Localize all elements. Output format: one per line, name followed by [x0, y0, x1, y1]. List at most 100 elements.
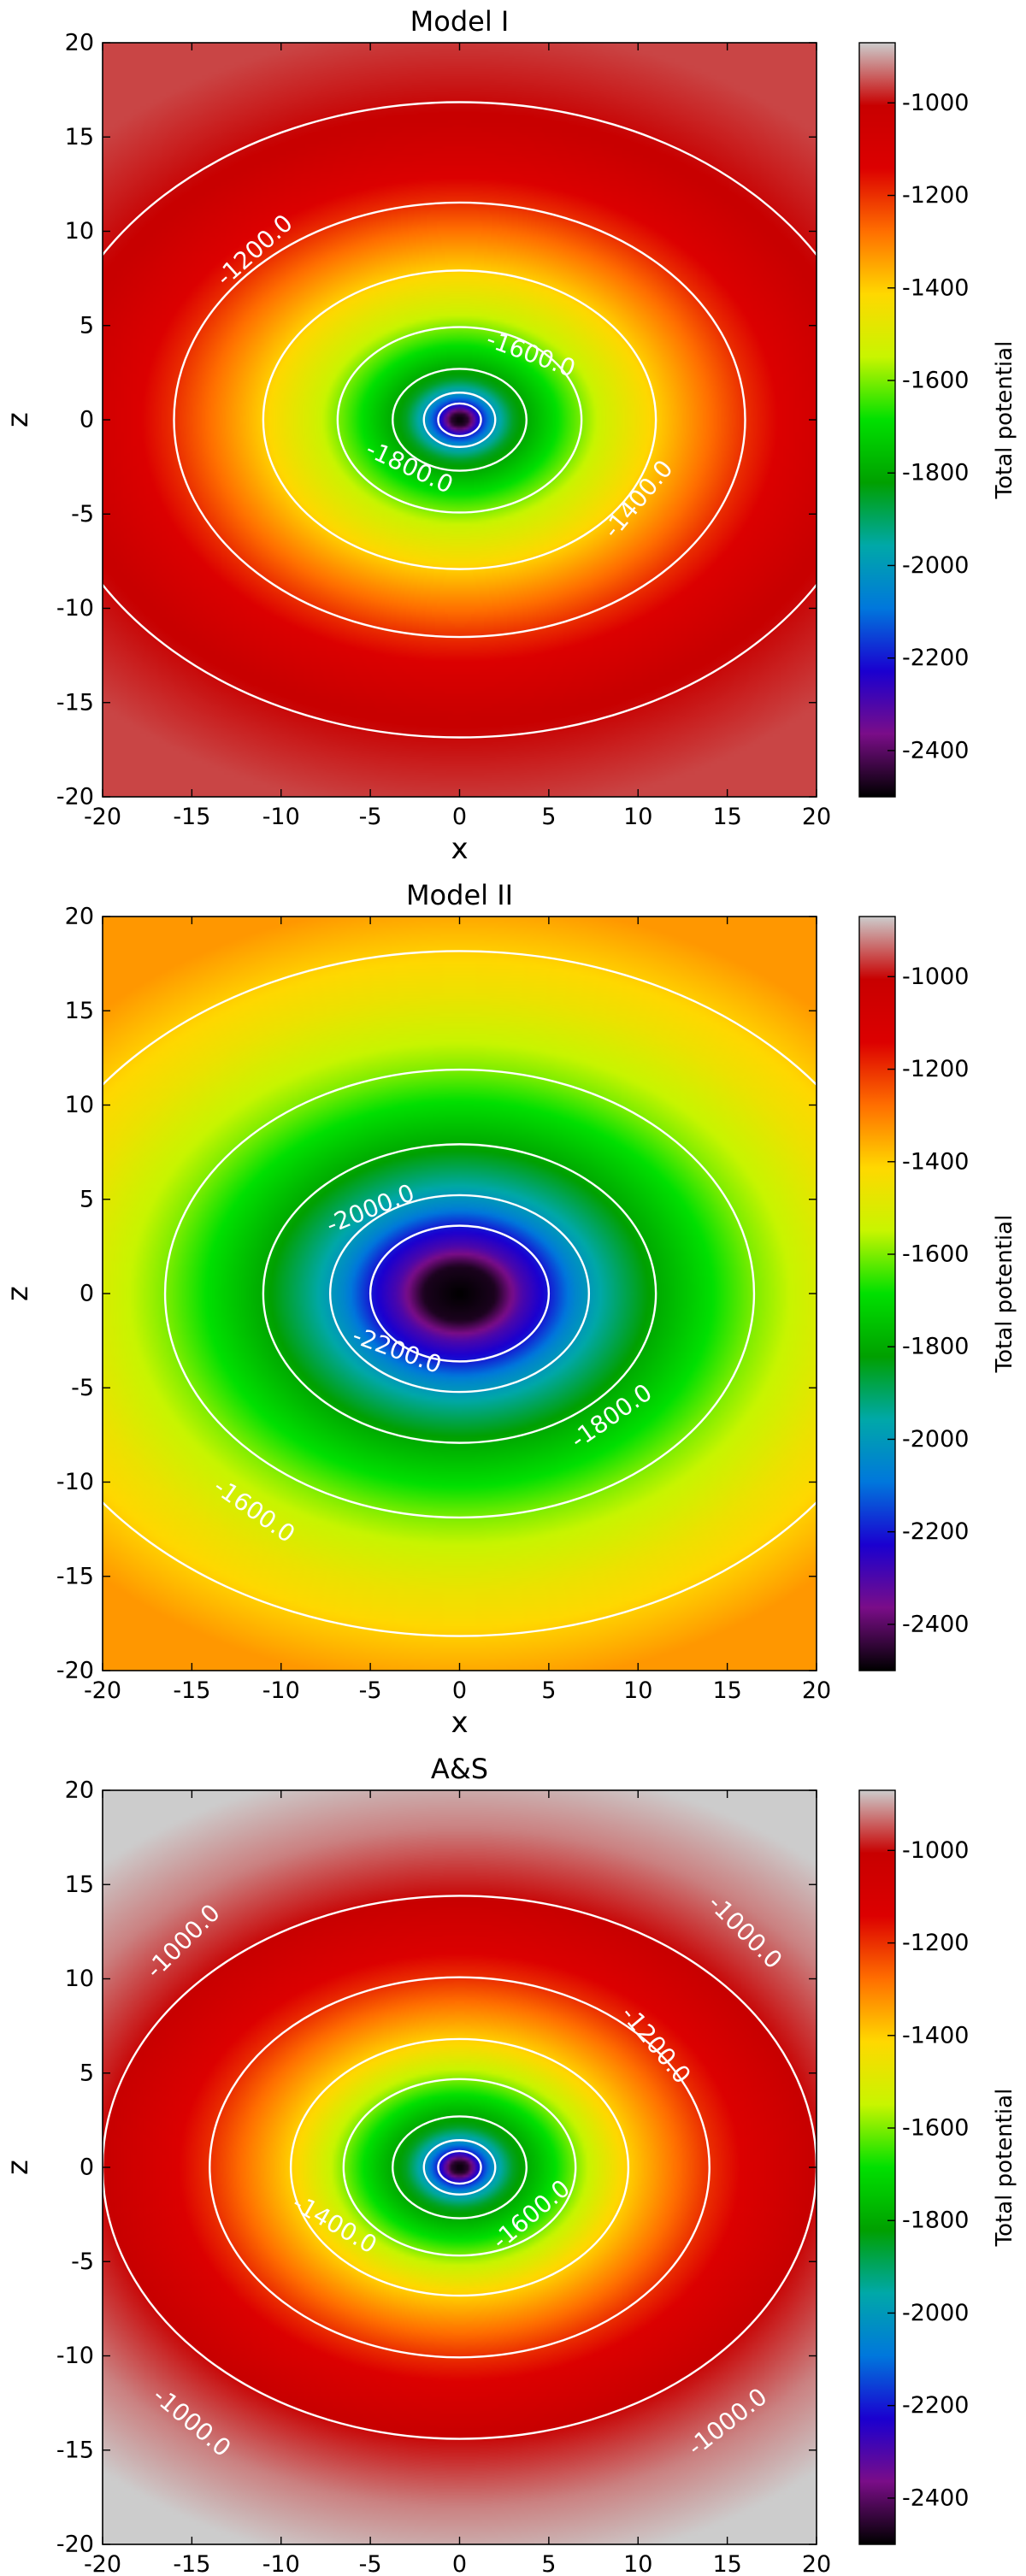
contour-line [328, 1194, 591, 1394]
chart-title: Model II [406, 879, 513, 911]
colorbar-tick-label: -2200 [902, 1518, 969, 1545]
contour-lines [103, 1895, 817, 2440]
colorbar-tick-label: -1400 [902, 2022, 969, 2048]
y-tick-label: -5 [71, 501, 94, 528]
contour-lines [103, 101, 817, 739]
colorbar-tick-label: -1200 [902, 1056, 969, 1082]
colorbar-gradient [858, 1789, 896, 2545]
y-tick-label: -15 [56, 2437, 94, 2463]
y-tick-label: 5 [80, 312, 94, 339]
y-tick-label: -5 [71, 1375, 94, 1401]
x-tick-label: -20 [84, 2551, 121, 2576]
x-tick-label: -5 [359, 1677, 382, 1704]
x-tick-label: -5 [359, 804, 382, 830]
y-tick-label: -15 [56, 1563, 94, 1589]
colorbar-tick-label: -2000 [902, 2300, 969, 2326]
contour-line [437, 2149, 482, 2185]
colorbar-tick-label: -1200 [902, 182, 969, 209]
x-tick-label: 10 [623, 2551, 652, 2576]
x-tick-label: 15 [712, 2551, 741, 2576]
colorbar-tick-label: -1800 [902, 460, 969, 486]
colorbar: -1000 -1200 -1400 -1600 -1800 -2000 -2200 -2400… [858, 916, 1017, 1671]
chart-title: A&S [431, 1753, 488, 1785]
colorbar-gradient [858, 916, 896, 1671]
contour-line [103, 950, 817, 1637]
colorbar-tick-label: -2400 [902, 2485, 969, 2511]
colorbar-tick-label: -1400 [902, 274, 969, 301]
colorbar-tick-label: -2200 [902, 645, 969, 671]
contour-line [289, 2037, 630, 2297]
colorbar-tick-label: -2000 [902, 552, 969, 579]
x-tick-label: 0 [452, 1677, 467, 1704]
contour-line [422, 2139, 497, 2196]
y-tick-label: 0 [80, 1281, 94, 1307]
x-tick-label: -15 [173, 1677, 210, 1704]
x-tick-label: 10 [623, 1677, 652, 1704]
y-tick-label: -20 [56, 1658, 94, 1684]
axes: -20 -15 -10 -5 0 5 10 15 20 -20 -15 -10 -5 0 5 10 15 20 [56, 30, 831, 831]
y-tick-label: 0 [80, 407, 94, 433]
colorbar-tick-label: -1000 [902, 90, 969, 116]
contour-line [369, 1224, 551, 1363]
y-tick-label: 20 [65, 30, 94, 56]
colorbar-tick-label: -1600 [902, 2115, 969, 2142]
y-tick-label: 0 [80, 2155, 94, 2181]
colorbar-tick-label: -1000 [902, 964, 969, 990]
colorbar-tick-label: -1800 [902, 1334, 969, 1360]
x-tick-label: 0 [452, 2551, 467, 2576]
contour-line [103, 101, 817, 739]
y-tick-label: 5 [80, 1186, 94, 1212]
x-tick-label: 20 [802, 1677, 831, 1704]
colorbar: -1000 -1200 -1400 -1600 -1800 -2000 -2200 -2400… [858, 42, 1017, 798]
panel-2: -2000.0-2200.0-1800.0-1600.0-20 -15 -10 -5 0… [1, 879, 1017, 1740]
y-tick-label: 10 [65, 218, 94, 245]
y-tick-label: -10 [56, 595, 94, 622]
colorbar-tick-label: -1200 [902, 1930, 969, 1956]
y-tick-label: 20 [65, 1777, 94, 1804]
y-axis-label: z [1, 2160, 35, 2175]
x-tick-label: 20 [802, 804, 831, 830]
colorbar-tick-label: -1400 [902, 1148, 969, 1175]
x-tick-label: 5 [541, 2551, 556, 2576]
x-tick-label: -10 [262, 1677, 300, 1704]
panel-1: -1200.0-1400.0-1600.0-1800.0-20 -15 -10 -5 0… [1, 5, 1017, 866]
chart-title: Model I [410, 5, 510, 38]
contour-line [262, 269, 657, 570]
x-axis-label: x [451, 832, 468, 866]
colorbar-tick-label: -2400 [902, 737, 969, 763]
colorbar-tick-label: -1600 [902, 368, 969, 394]
contour-line [422, 392, 497, 448]
x-tick-label: -10 [262, 804, 300, 830]
axes: -20 -15 -10 -5 0 5 10 15 20 -20 -15 -10 -5 0 5 10 15 20 [56, 1777, 831, 2576]
contour-line [173, 201, 746, 639]
colorbar: -1000 -1200 -1400 -1600 -1800 -2000 -2200 -2400… [858, 1789, 1017, 2545]
y-tick-label: -10 [56, 1469, 94, 1495]
contour-line [209, 1976, 711, 2359]
y-tick-label: 5 [80, 2060, 94, 2086]
y-tick-label: -10 [56, 2343, 94, 2369]
heatmap-image [103, 917, 817, 1671]
contour-line [103, 1895, 817, 2440]
y-tick-label: 15 [65, 124, 94, 150]
y-tick-label: -15 [56, 689, 94, 716]
colorbar-gradient [858, 42, 896, 798]
x-tick-label: -15 [173, 804, 210, 830]
x-axis-label: x [451, 1706, 468, 1740]
contour-line [392, 368, 528, 472]
heatmap-image [103, 1790, 817, 2544]
colorbar-tick-label: -1000 [902, 1837, 969, 1864]
x-tick-label: 15 [712, 1677, 741, 1704]
y-tick-label: 20 [65, 904, 94, 930]
x-tick-label: -20 [84, 804, 121, 830]
contour-lines [103, 950, 817, 1637]
y-tick-label: 15 [65, 1872, 94, 1898]
x-tick-label: -15 [173, 2551, 210, 2576]
colorbar-label: Total potential [992, 1215, 1017, 1374]
x-tick-label: -20 [84, 1677, 121, 1704]
x-tick-label: -10 [262, 2551, 300, 2576]
y-axis-label: z [1, 412, 35, 427]
contour-line [262, 1143, 657, 1444]
axes: -20 -15 -10 -5 0 5 10 15 20 -20 -15 -10 -5 0 5 10 15 20 [56, 904, 831, 1705]
